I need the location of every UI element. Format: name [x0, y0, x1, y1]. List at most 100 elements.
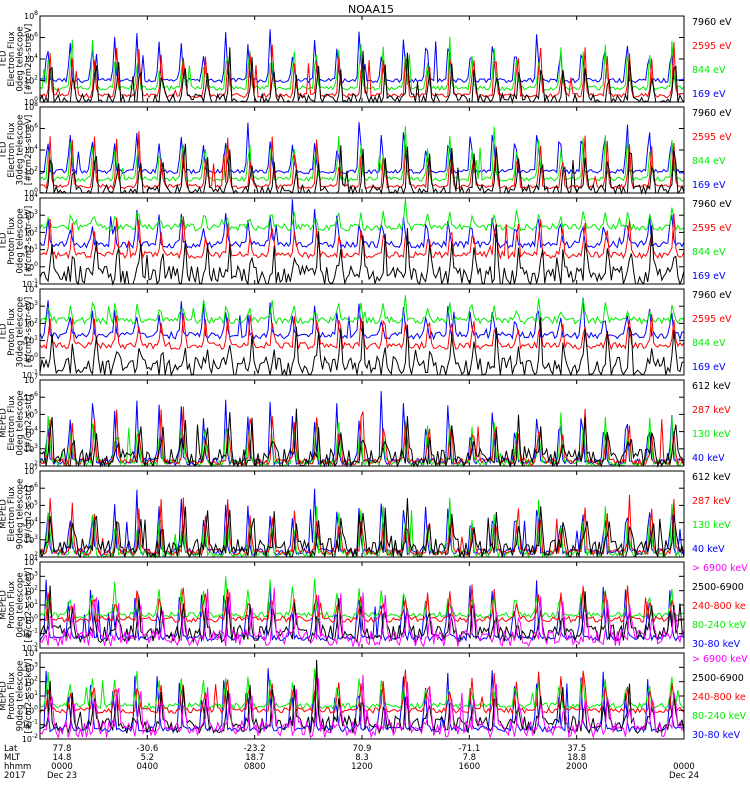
x-tick-label-mlt: 5.2 [141, 753, 155, 763]
legend-label-green: 844 eV [692, 247, 726, 258]
y-axis-title-line: [#/cm2-s-str-eV] [24, 115, 34, 185]
series-line-red [39, 213, 685, 260]
y-tick-exponent: 5 [34, 408, 38, 415]
row-label-lat: Lat [4, 744, 18, 754]
y-tick-exponent: 2 [34, 317, 38, 324]
y-axis-title-line: 90deg telescope [15, 661, 25, 732]
y-tick-label: 104 [24, 517, 38, 528]
y-tick-exponent: 1 [34, 244, 38, 251]
y-tick-exponent: 2 [34, 75, 38, 82]
y-tick-label: 10-1 [22, 278, 38, 289]
legend-label-red: 287 keV [692, 405, 731, 416]
y-tick-exponent: 6 [34, 391, 38, 398]
y-tick-label: 101 [24, 244, 38, 255]
y-tick-label: 10-1 [22, 369, 38, 380]
legend-label-green: 844 eV [692, 156, 726, 167]
y-tick-exponent: 1 [34, 335, 38, 342]
y-tick-label: 100 [24, 704, 38, 715]
legend-label-black: 2500-6900 [692, 673, 744, 684]
legend-label-blue: 30-80 keV [692, 730, 741, 741]
y-axis-title-line: MEPED [0, 681, 8, 711]
x-tick-label-mlt: 8.3 [355, 753, 369, 763]
y-tick-label: 102 [24, 585, 38, 596]
y-tick-exponent: 2 [34, 166, 38, 173]
y-axis-title-line: Electron Flux [7, 31, 17, 86]
legend-label-green: 130 keV [692, 429, 731, 440]
y-tick-exponent: -1 [32, 719, 38, 726]
y-tick-label: 105 [24, 499, 38, 510]
y-tick-label: 10-2 [22, 733, 38, 744]
y-tick-exponent: 2 [34, 676, 38, 683]
x-tick-label-hhmm: 1600 [459, 762, 481, 772]
y-axis-title-line: 0deg telescope [15, 390, 25, 455]
y-axis-title-line: 0deg telescope [15, 208, 25, 273]
y-axis-title-line: Proton Flux [7, 672, 17, 720]
y-tick-exponent: 3 [34, 443, 38, 450]
legend-label-red: 240-800 ke [692, 692, 746, 703]
legend-label-red: 2595 eV [692, 41, 732, 52]
y-axis-title-line: Electron Flux [7, 395, 17, 450]
x-tick-label-hhmm: 0000 [673, 762, 695, 772]
row-label-hhmm: hhmm [4, 762, 31, 772]
y-tick-exponent: 2 [34, 460, 38, 467]
legend-label-blue: 169 eV [692, 180, 726, 191]
y-axis-title-line: TED [0, 50, 8, 69]
x-tick-label-lat: 77.8 [53, 744, 72, 754]
y-tick-label: 102 [24, 75, 38, 86]
y-tick-label: 107 [24, 374, 38, 385]
y-tick-exponent: 3 [34, 300, 38, 307]
series-line-blue [39, 199, 685, 250]
y-axis-title-line: TED [0, 323, 8, 342]
y-tick-exponent: 6 [34, 123, 38, 130]
y-tick-label: 108 [24, 10, 38, 21]
y-tick-exponent: 3 [34, 661, 38, 668]
y-tick-exponent: 3 [34, 570, 38, 577]
y-tick-label: 105 [24, 408, 38, 419]
legend-label-blue: 169 eV [692, 362, 726, 373]
legend-label-red: 240-800 ke [692, 601, 746, 612]
y-tick-exponent: 4 [34, 144, 38, 151]
x-tick-label-hhmm: 0000 [51, 762, 73, 772]
x-tick-label-mlt: 18.8 [567, 753, 586, 763]
y-tick-label: 103 [24, 534, 38, 545]
y-axis-title-line: MEPED [0, 590, 8, 620]
y-tick-label: 104 [24, 192, 38, 203]
y-axis-title-line: [#/cm2-s-str] [24, 395, 34, 452]
legend-label-red: 2595 eV [692, 223, 732, 234]
x-tick-label-lat: -30.6 [136, 744, 158, 754]
y-tick-exponent: 1 [34, 599, 38, 606]
legend-label-blue: 40 keV [692, 453, 725, 464]
y-tick-exponent: 0 [34, 352, 38, 359]
y-tick-exponent: 6 [34, 32, 38, 39]
y-axis-title-line: 30deg telescope [15, 115, 25, 186]
legend-label-blue: 40 keV [692, 544, 725, 555]
y-tick-label: 102 [24, 460, 38, 471]
y-axis-title-line: [#/cm2-s-str-keV] [24, 659, 34, 734]
y-tick-label: 10-2 [22, 642, 38, 653]
y-axis-title-line: MEPED [0, 499, 8, 529]
y-tick-exponent: 0 [34, 261, 38, 268]
series-line-green [39, 198, 685, 232]
legend-label-black: 612 keV [692, 381, 731, 392]
y-tick-label: 100 [24, 96, 38, 107]
y-tick-label: 108 [24, 101, 38, 112]
y-tick-exponent: 4 [34, 283, 38, 290]
y-tick-label: 100 [24, 613, 38, 624]
y-tick-label: 10-1 [22, 628, 38, 639]
y-tick-label: 104 [24, 426, 38, 437]
y-tick-exponent: 1 [34, 690, 38, 697]
y-tick-exponent: 5 [34, 499, 38, 506]
y-axis-title-line: Electron Flux [7, 122, 17, 177]
y-tick-label: 102 [24, 551, 38, 562]
row-label-date: 2017 [4, 771, 26, 781]
y-axis-title-line: TED [0, 141, 8, 160]
series-line-green [39, 295, 685, 326]
legend-label-green: 844 eV [692, 65, 726, 76]
y-tick-exponent: 4 [34, 517, 38, 524]
